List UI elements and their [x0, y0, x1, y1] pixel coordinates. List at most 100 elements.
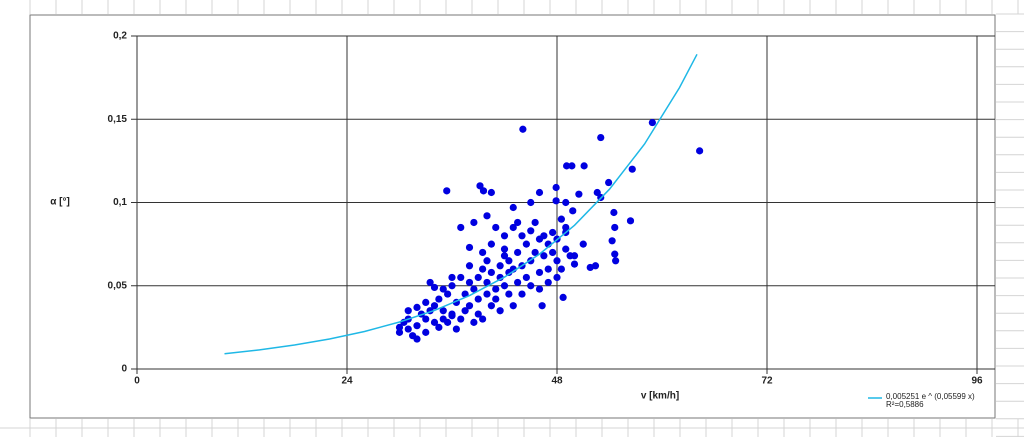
point — [448, 312, 456, 320]
point — [500, 252, 509, 260]
point — [514, 278, 522, 287]
point — [444, 318, 452, 326]
point — [586, 263, 594, 272]
point — [430, 302, 439, 310]
point — [605, 178, 613, 187]
point — [569, 207, 577, 215]
point — [514, 218, 522, 227]
y-axis-label: α [°] — [50, 197, 70, 208]
point — [479, 187, 488, 195]
point — [549, 248, 557, 257]
chart-frame — [29, 14, 996, 419]
point — [444, 290, 452, 298]
point — [496, 307, 504, 315]
point — [553, 257, 561, 265]
point — [500, 282, 509, 290]
trend-line — [224, 53, 698, 355]
point — [487, 268, 495, 277]
point — [492, 295, 500, 303]
point — [562, 223, 570, 232]
point — [608, 237, 616, 245]
point — [514, 248, 522, 257]
point — [519, 125, 527, 133]
point — [509, 203, 517, 212]
point — [496, 262, 504, 270]
point — [563, 162, 571, 170]
point — [422, 298, 430, 306]
y-tick-label: 0,15 — [108, 114, 128, 125]
point — [413, 303, 421, 311]
point — [479, 248, 487, 257]
point — [487, 188, 495, 197]
point — [552, 183, 560, 192]
point — [492, 223, 500, 232]
x-axis-label: v [km/h] — [641, 391, 679, 402]
point — [448, 282, 456, 290]
point — [562, 198, 570, 207]
point — [531, 218, 539, 227]
point — [522, 273, 530, 282]
point — [570, 260, 579, 268]
point — [505, 257, 513, 265]
point — [465, 243, 474, 252]
point — [518, 232, 526, 240]
point — [557, 265, 565, 273]
point — [465, 302, 474, 310]
point — [479, 265, 487, 273]
point — [570, 252, 579, 260]
point — [487, 240, 495, 248]
point — [474, 310, 482, 318]
point — [552, 197, 560, 205]
point — [531, 248, 539, 257]
point — [422, 328, 430, 336]
x-tick-label: 48 — [551, 376, 563, 387]
point — [435, 323, 443, 331]
point — [628, 165, 636, 173]
point — [544, 278, 552, 287]
point — [492, 285, 500, 293]
point — [430, 318, 439, 326]
point — [483, 257, 491, 265]
point — [535, 188, 544, 197]
point — [448, 273, 456, 282]
point — [540, 232, 548, 240]
point — [575, 190, 583, 198]
point — [610, 208, 618, 217]
point — [457, 223, 465, 232]
point — [611, 250, 619, 258]
point — [470, 285, 478, 293]
legend-label: 0,005251 e ^ (0,05599 x) — [886, 392, 975, 401]
point — [470, 218, 478, 227]
x-tick-label: 24 — [341, 376, 353, 387]
point — [522, 240, 530, 248]
point — [505, 290, 513, 298]
point — [465, 278, 474, 287]
point — [413, 322, 421, 330]
point — [696, 147, 704, 155]
point — [470, 318, 478, 326]
point — [612, 257, 620, 265]
point — [568, 162, 576, 170]
point — [559, 293, 567, 302]
point — [580, 162, 588, 170]
legend-note: R²=0,5886 — [886, 400, 924, 409]
y-tick-label: 0,05 — [108, 280, 128, 291]
point — [535, 268, 544, 277]
point — [527, 227, 535, 235]
point — [500, 245, 509, 253]
point — [648, 118, 656, 127]
point — [483, 212, 491, 220]
point — [457, 273, 465, 282]
point — [549, 228, 557, 237]
point — [562, 245, 570, 253]
x-tick-label: 72 — [761, 376, 773, 387]
point — [579, 240, 587, 248]
point — [527, 198, 535, 207]
point — [430, 283, 439, 292]
point — [461, 307, 469, 315]
point — [483, 290, 491, 298]
point — [597, 133, 605, 142]
